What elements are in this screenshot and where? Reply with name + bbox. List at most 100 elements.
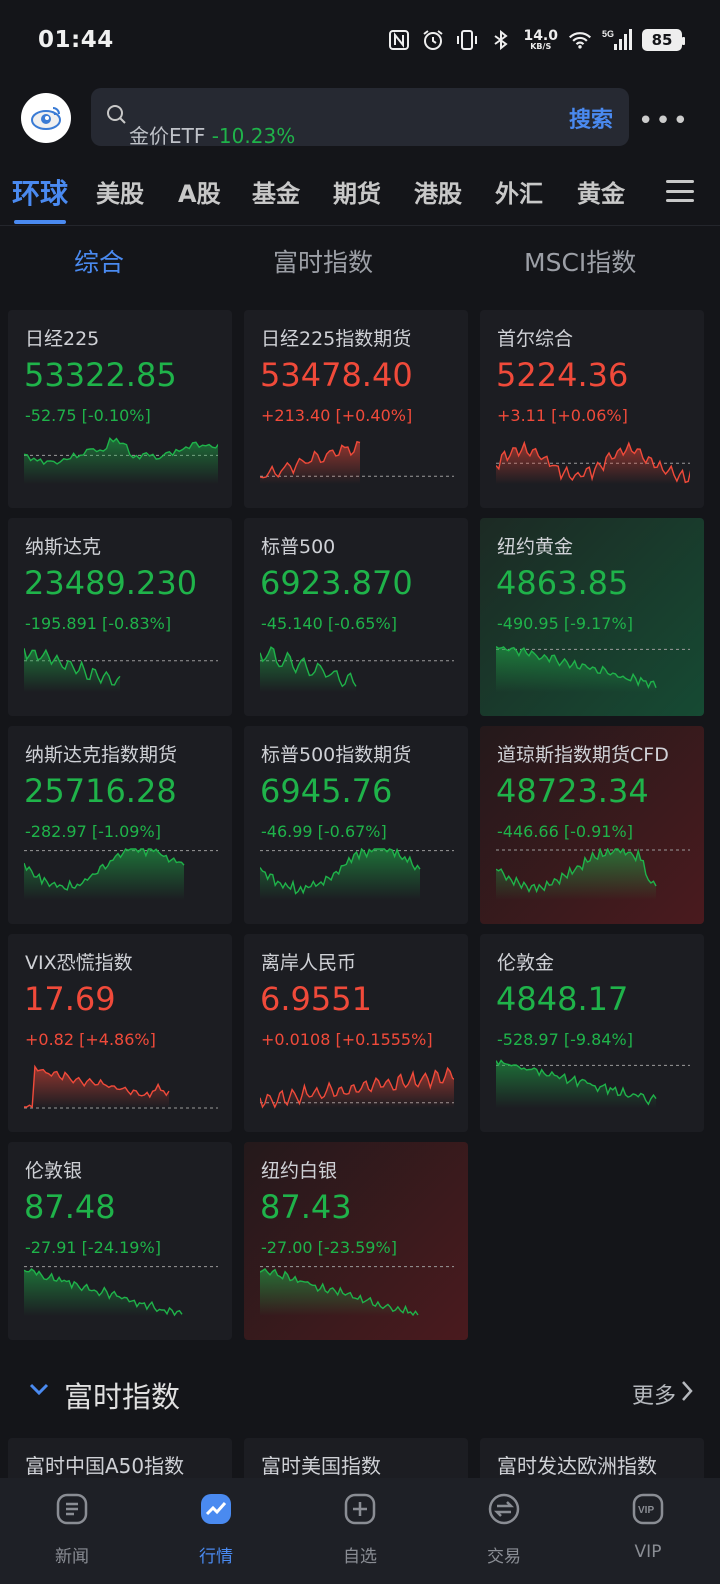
quote-name: 伦敦金 bbox=[497, 952, 555, 974]
quote-price: 53322.85 bbox=[24, 356, 177, 394]
quote-price: 17.69 bbox=[24, 980, 116, 1018]
search-input[interactable]: 金价ETF -10.23% 搜索 bbox=[91, 88, 629, 148]
status-icons: 14.0 KB/S 5G 85 bbox=[387, 28, 685, 52]
quote-price: 5224.36 bbox=[496, 356, 629, 394]
quote-card[interactable]: 纳斯达克指数期货 25716.28 -282.97 [-1.09%] bbox=[8, 726, 232, 924]
nav-news[interactable]: 新闻 bbox=[0, 1478, 144, 1584]
quote-card[interactable]: 道琼斯指数期货CFD 48723.34 -446.66 [-0.91%] bbox=[480, 726, 704, 924]
quote-price: 6923.870 bbox=[260, 564, 413, 602]
index-name: 富时美国指数 bbox=[261, 1454, 381, 1478]
nav-market[interactable]: 行情 bbox=[144, 1478, 288, 1584]
quote-name: 纳斯达克指数期货 bbox=[25, 744, 178, 766]
quote-card[interactable]: 离岸人民币 6.9551 +0.0108 [+0.1555%] bbox=[244, 934, 468, 1132]
vibrate-icon bbox=[455, 28, 479, 52]
tab-gold[interactable]: 黄金 bbox=[577, 180, 625, 208]
quote-change: +0.82 [+4.86%] bbox=[25, 1030, 156, 1049]
sparkline-chart bbox=[496, 1059, 690, 1108]
tab-global[interactable]: 环球 bbox=[12, 177, 69, 210]
bottom-nav: 新闻 行情 自选 交易 VIP VIP bbox=[0, 1478, 720, 1584]
sparkline-line bbox=[260, 440, 361, 479]
sparkline-line bbox=[24, 648, 121, 686]
alarm-icon bbox=[421, 28, 445, 52]
sparkline-line bbox=[24, 1064, 170, 1109]
quote-card[interactable]: VIX恐慌指数 17.69 +0.82 [+4.86%] bbox=[8, 934, 232, 1132]
sparkline-line bbox=[24, 436, 218, 466]
sparkline-area bbox=[24, 849, 184, 900]
nav-watchlist[interactable]: 自选 bbox=[288, 1478, 432, 1584]
more-options-icon[interactable]: ••• bbox=[637, 106, 690, 136]
sparkline-line bbox=[24, 1268, 183, 1317]
quote-card[interactable]: 纽约黄金 4863.85 -490.95 [-9.17%] bbox=[480, 518, 704, 716]
tab-a-shares[interactable]: A股 bbox=[178, 180, 221, 208]
quote-card[interactable]: 日经225指数期货 53478.40 +213.40 [+0.40%] bbox=[244, 310, 468, 508]
quote-price: 23489.230 bbox=[24, 564, 198, 602]
quote-name: 伦敦银 bbox=[25, 1160, 83, 1182]
quote-card[interactable]: 首尔综合 5224.36 +3.11 [+0.06%] bbox=[480, 310, 704, 508]
trade-icon bbox=[488, 1493, 520, 1525]
quote-price: 25716.28 bbox=[24, 772, 177, 810]
svg-text:VIP: VIP bbox=[638, 1505, 654, 1516]
sparkline-line bbox=[496, 646, 657, 690]
tab-funds[interactable]: 基金 bbox=[252, 180, 300, 208]
quote-name: 离岸人民币 bbox=[261, 952, 357, 974]
battery-indicator: 85 bbox=[642, 29, 685, 51]
sparkline-area bbox=[260, 1068, 454, 1108]
search-icon bbox=[107, 105, 126, 124]
sparkline-area bbox=[496, 646, 656, 692]
tab-futures[interactable]: 期货 bbox=[333, 180, 381, 208]
quote-name: 纽约黄金 bbox=[497, 536, 574, 558]
sparkline-area bbox=[24, 648, 120, 692]
vip-icon: VIP bbox=[632, 1493, 664, 1525]
section-header[interactable]: 富时指数 更多 bbox=[0, 1368, 720, 1418]
menu-icon[interactable] bbox=[666, 180, 694, 202]
subtab-overview[interactable]: 综合 bbox=[74, 248, 125, 277]
sparkline-line bbox=[260, 1268, 419, 1317]
quote-price: 4848.17 bbox=[496, 980, 629, 1018]
market-icon bbox=[201, 1494, 231, 1524]
quote-price: 87.43 bbox=[260, 1188, 352, 1226]
quote-name: 道琼斯指数期货CFD bbox=[497, 744, 669, 766]
subtab-msci[interactable]: MSCI指数 bbox=[524, 248, 637, 277]
quote-change: -52.75 [-0.10%] bbox=[25, 406, 151, 425]
app-logo[interactable] bbox=[21, 93, 71, 143]
quote-card[interactable]: 伦敦银 87.48 -27.91 [-24.19%] bbox=[8, 1142, 232, 1340]
quote-change: -27.00 [-23.59%] bbox=[261, 1238, 397, 1257]
sparkline-chart bbox=[260, 1066, 454, 1109]
quote-change: -27.91 [-24.19%] bbox=[25, 1238, 161, 1257]
search-button[interactable]: 搜索 bbox=[568, 108, 613, 133]
quote-change: -46.99 [-0.67%] bbox=[261, 822, 387, 841]
sparkline-chart bbox=[496, 440, 690, 484]
quote-change: +213.40 [+0.40%] bbox=[261, 406, 413, 425]
quote-change: -446.66 [-0.91%] bbox=[497, 822, 633, 841]
quote-card[interactable]: 标普500指数期货 6945.76 -46.99 [-0.67%] bbox=[244, 726, 468, 924]
quote-price: 6945.76 bbox=[260, 772, 393, 810]
sparkline-line bbox=[496, 440, 690, 484]
quote-price: 48723.34 bbox=[496, 772, 649, 810]
subtab-ftse[interactable]: 富时指数 bbox=[273, 248, 374, 277]
quote-change: -195.891 [-0.83%] bbox=[25, 614, 172, 633]
quote-card[interactable]: 纳斯达克 23489.230 -195.891 [-0.83%] bbox=[8, 518, 232, 716]
quote-card[interactable]: 纽约白银 87.43 -27.00 [-23.59%] bbox=[244, 1142, 468, 1340]
news-icon bbox=[56, 1493, 88, 1525]
nav-trade[interactable]: 交易 bbox=[432, 1478, 576, 1584]
tab-forex[interactable]: 外汇 bbox=[495, 180, 543, 208]
signal-icon: 5G bbox=[602, 28, 632, 52]
quote-name: 首尔综合 bbox=[497, 328, 574, 350]
more-link[interactable]: 更多 bbox=[631, 1384, 676, 1409]
chevron-down-icon bbox=[29, 1383, 49, 1396]
quote-name: 纳斯达克 bbox=[25, 536, 102, 558]
quote-name: 日经225指数期货 bbox=[261, 328, 412, 350]
quote-card[interactable]: 日经225 53322.85 -52.75 [-0.10%] bbox=[8, 310, 232, 508]
tab-us-stocks[interactable]: 美股 bbox=[96, 180, 144, 208]
quote-card[interactable]: 标普500 6923.870 -45.140 [-0.65%] bbox=[244, 518, 468, 716]
sparkline-chart bbox=[24, 648, 218, 692]
quote-card[interactable]: 伦敦金 4848.17 -528.97 [-9.84%] bbox=[480, 934, 704, 1132]
top-header: 金价ETF -10.23% 搜索 ••• bbox=[0, 88, 720, 148]
tab-hk-stocks[interactable]: 港股 bbox=[414, 180, 462, 208]
search-placeholder: 金价ETF -10.23% bbox=[129, 124, 296, 148]
sparkline-chart bbox=[24, 848, 218, 900]
quote-change: -45.140 [-0.65%] bbox=[261, 614, 397, 633]
nav-vip[interactable]: VIP VIP bbox=[576, 1478, 720, 1584]
sparkline-chart bbox=[260, 440, 454, 484]
section-title: 富时指数 bbox=[64, 1380, 181, 1414]
